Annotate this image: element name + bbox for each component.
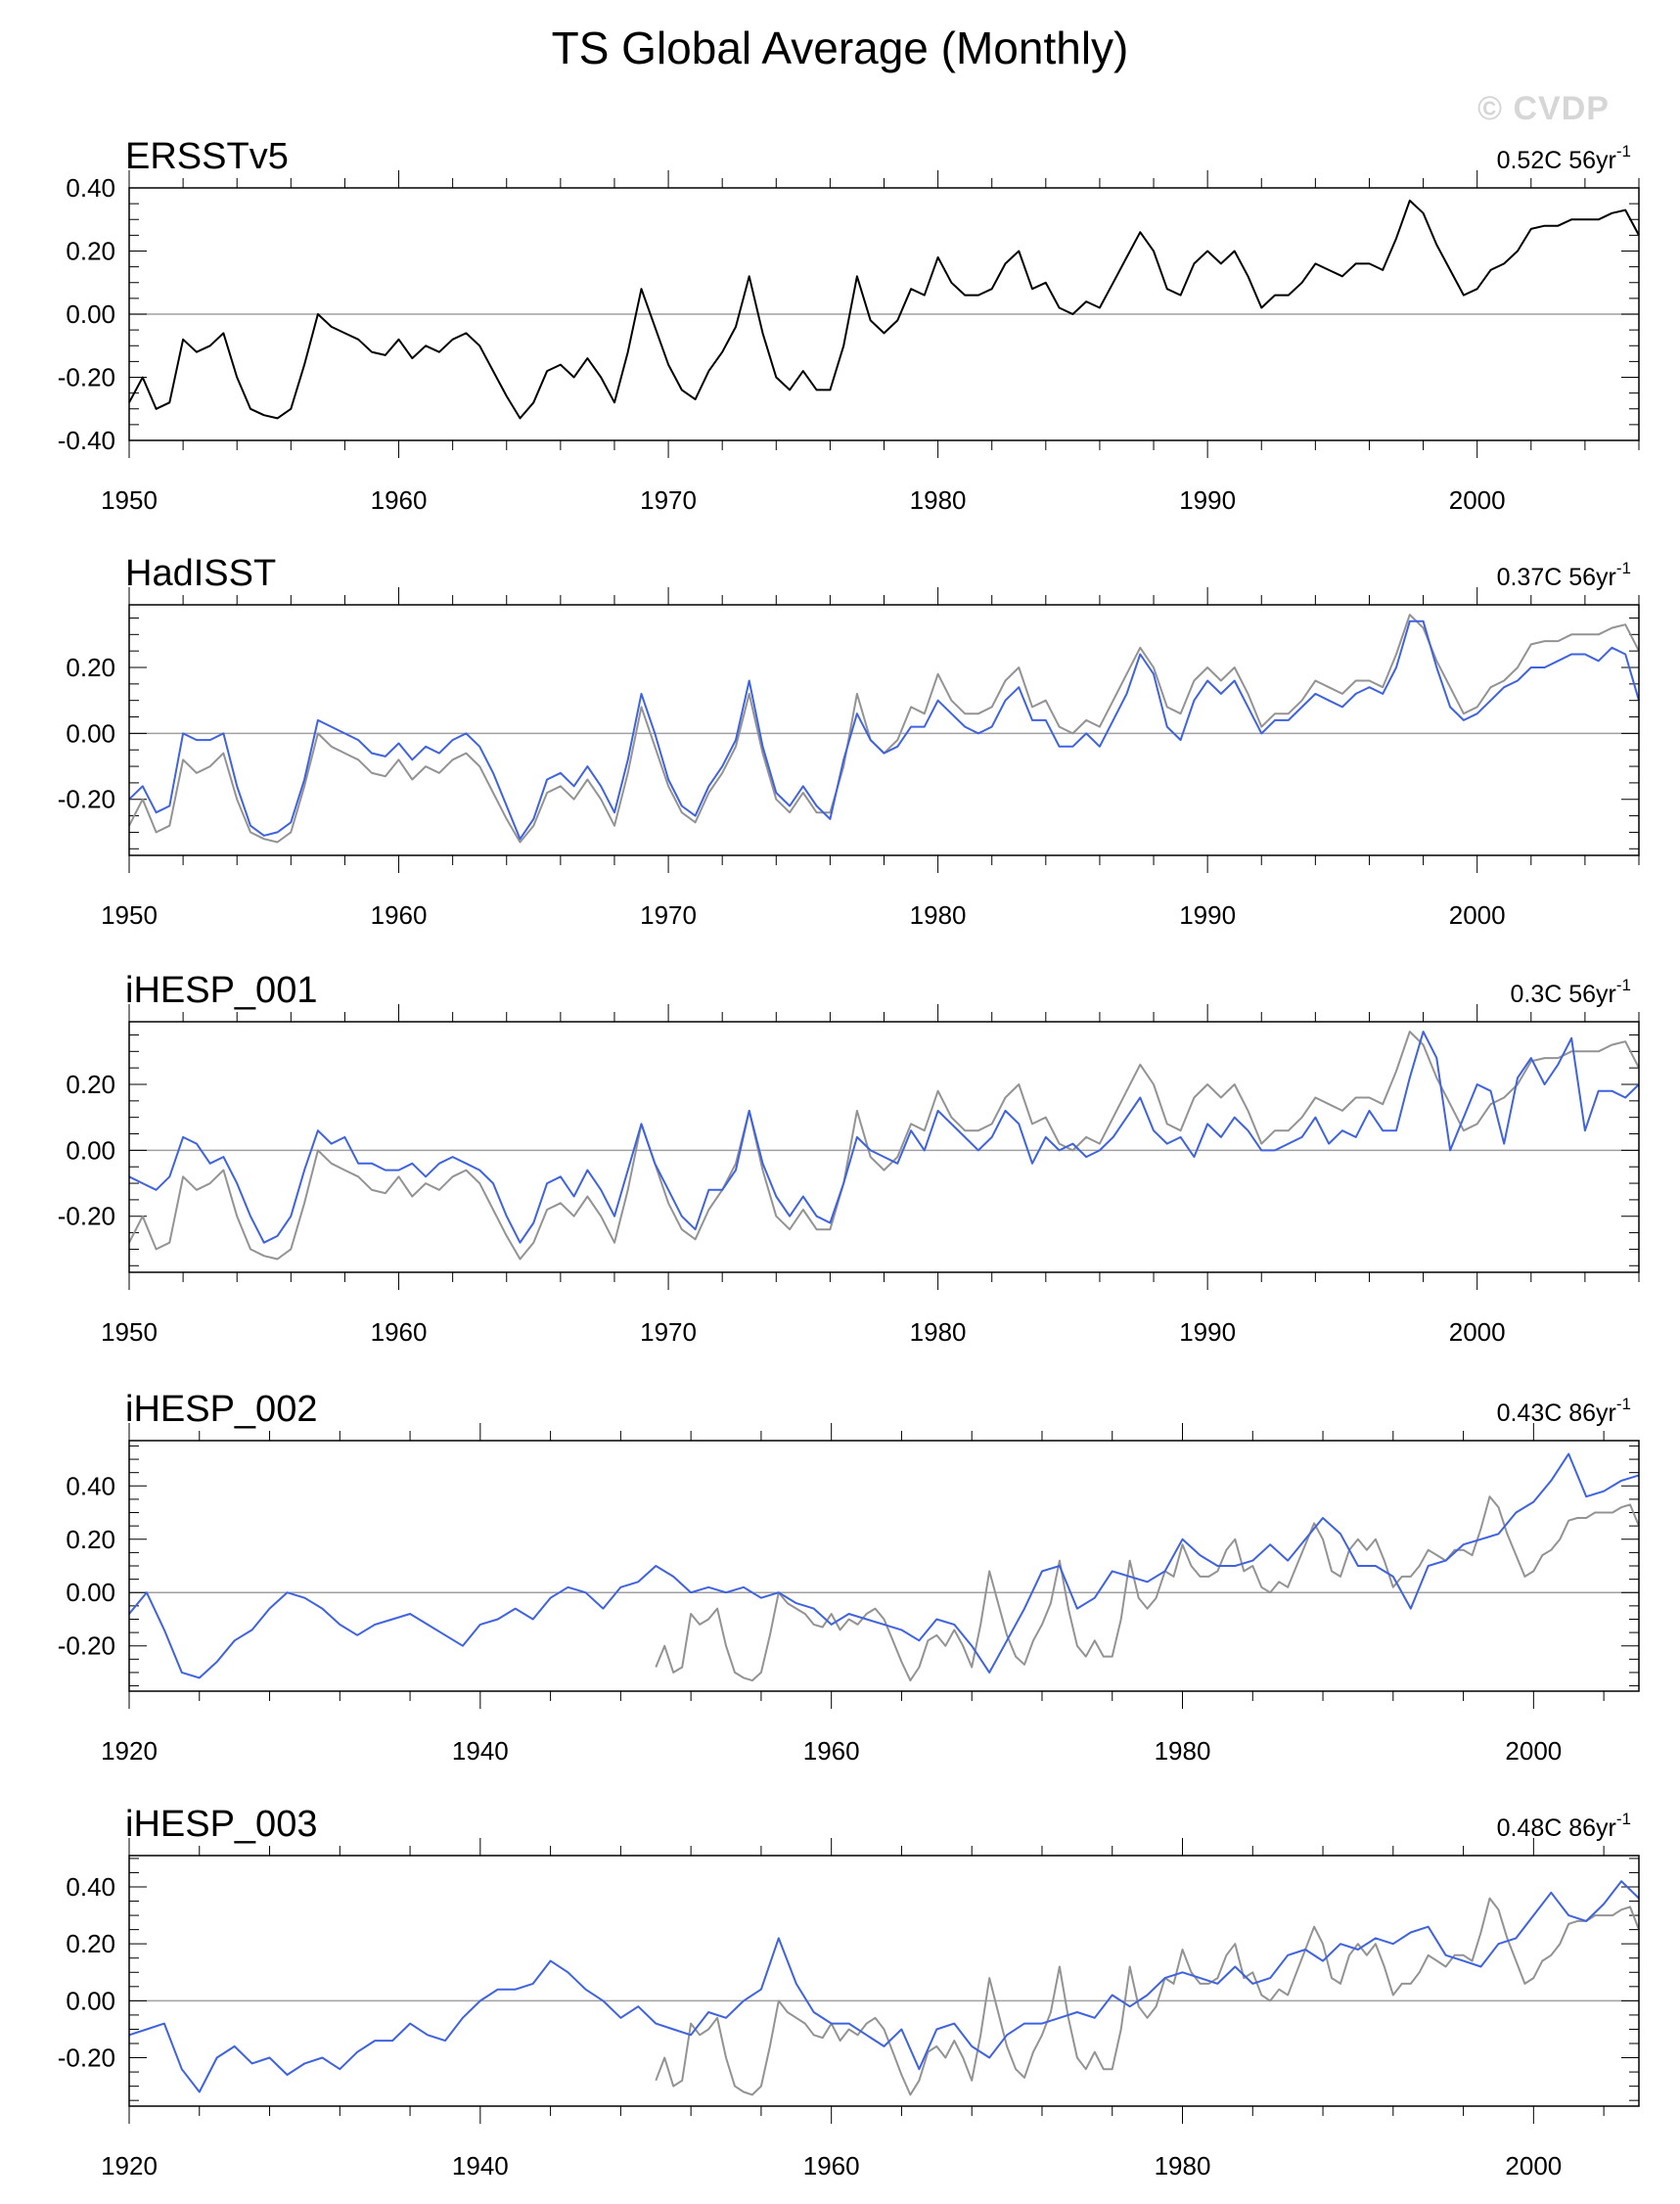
panel-title: iHESP_001 bbox=[125, 970, 317, 1011]
x-tick-label: 1950 bbox=[101, 1317, 158, 1347]
x-tick-label: 2000 bbox=[1449, 485, 1506, 515]
y-tick-label: 0.40 bbox=[66, 1471, 115, 1500]
plot-frame bbox=[128, 187, 1640, 441]
trend-stat-label: 0.37C 56yr-1 bbox=[1497, 559, 1631, 591]
y-tick-label: 0.00 bbox=[66, 299, 115, 329]
x-tick-label: 1940 bbox=[452, 2151, 509, 2181]
y-tick-label: 0.20 bbox=[66, 1929, 115, 1958]
plot-frame bbox=[128, 1440, 1640, 1692]
x-tick-label: 1940 bbox=[452, 1736, 509, 1766]
x-tick-label: 1980 bbox=[1155, 1736, 1211, 1766]
x-tick-label: 1980 bbox=[910, 485, 967, 515]
x-tick-label: 1920 bbox=[101, 2151, 158, 2181]
trend-stat-superscript: -1 bbox=[1616, 559, 1631, 577]
x-tick-label: 2000 bbox=[1505, 2151, 1562, 2181]
x-tick-label: 2000 bbox=[1505, 1736, 1562, 1766]
panel-title: HadISST bbox=[125, 553, 276, 594]
y-tick-label: -0.20 bbox=[58, 1631, 115, 1661]
model-series-line bbox=[128, 1452, 1640, 1679]
x-tick-label: 2000 bbox=[1449, 900, 1506, 930]
trend-stat-label: 0.43C 86yr-1 bbox=[1497, 1395, 1631, 1427]
obs-series-line bbox=[128, 199, 1640, 420]
y-tick-label: -0.20 bbox=[58, 2043, 115, 2073]
model-series-line bbox=[128, 1880, 1640, 2093]
x-tick-label: 1960 bbox=[803, 2151, 860, 2181]
y-tick-label: 0.40 bbox=[66, 173, 115, 203]
x-tick-label: 1920 bbox=[101, 1736, 158, 1766]
x-tick-label: 1980 bbox=[1155, 2151, 1211, 2181]
x-tick-label: 1990 bbox=[1179, 485, 1236, 515]
x-tick-label: 1970 bbox=[640, 1317, 697, 1347]
panel-title: iHESP_003 bbox=[125, 1804, 317, 1845]
y-tick-label: 0.00 bbox=[66, 1578, 115, 1607]
obs-series-line bbox=[655, 1897, 1640, 2096]
panel-title: iHESP_002 bbox=[125, 1389, 317, 1430]
x-tick-label: 1960 bbox=[371, 1317, 428, 1347]
cvdp-watermark: © CVDP bbox=[1477, 90, 1610, 127]
obs-series-line bbox=[128, 614, 1640, 844]
obs-series-line bbox=[655, 1495, 1640, 1682]
y-tick-label: -0.20 bbox=[58, 1202, 115, 1231]
x-tick-label: 1950 bbox=[101, 485, 158, 515]
obs-series-line bbox=[128, 1031, 1640, 1261]
x-tick-label: 1970 bbox=[640, 485, 697, 515]
trend-stat-superscript: -1 bbox=[1616, 142, 1631, 161]
model-series-line bbox=[128, 620, 1640, 841]
y-tick-label: 0.20 bbox=[66, 653, 115, 682]
chart-panel-ihesp_003: iHESP_003 0.48C 86yr-1 -0.20 0.00 0.20 0.40 19… bbox=[58, 1804, 1640, 2181]
y-tick-label: 0.00 bbox=[66, 1135, 115, 1165]
trend-stat-value: 0.37C 56yr bbox=[1497, 564, 1616, 591]
trend-stat-label: 0.48C 86yr-1 bbox=[1497, 1810, 1631, 1842]
plot-frame bbox=[128, 604, 1640, 856]
chart-panel-ersstv5: ERSSTv5 0.52C 56yr-1 -0.40 -0.20 0.00 0.20 0.4… bbox=[58, 136, 1640, 515]
x-tick-label: 1980 bbox=[910, 900, 967, 930]
model-series-line bbox=[128, 1031, 1640, 1244]
trend-stat-superscript: -1 bbox=[1616, 976, 1631, 994]
y-tick-label: 0.20 bbox=[66, 237, 115, 266]
x-tick-label: 1990 bbox=[1179, 900, 1236, 930]
y-tick-label: 0.00 bbox=[66, 1986, 115, 2015]
y-tick-label: 0.20 bbox=[66, 1525, 115, 1554]
x-tick-label: 1980 bbox=[910, 1317, 967, 1347]
x-tick-label: 1960 bbox=[371, 485, 428, 515]
trend-stat-value: 0.52C 56yr bbox=[1497, 147, 1616, 174]
plot-frame bbox=[128, 1021, 1640, 1273]
y-tick-label: -0.20 bbox=[58, 785, 115, 814]
trend-stat-value: 0.43C 86yr bbox=[1497, 1400, 1616, 1427]
chart-panel-ihesp_002: iHESP_002 0.43C 86yr-1 -0.20 0.00 0.20 0.40 19… bbox=[58, 1389, 1640, 1766]
y-tick-label: 0.20 bbox=[66, 1070, 115, 1099]
chart-panel-ihesp_001: iHESP_001 0.3C 56yr-1 -0.20 0.00 0.20 1950 196… bbox=[58, 970, 1640, 1347]
trend-stat-label: 0.52C 56yr-1 bbox=[1497, 142, 1631, 174]
trend-stat-value: 0.3C 56yr bbox=[1510, 981, 1615, 1008]
trend-stat-superscript: -1 bbox=[1616, 1810, 1631, 1828]
figure-title: TS Global Average (Monthly) bbox=[551, 23, 1129, 73]
x-tick-label: 2000 bbox=[1449, 1317, 1506, 1347]
x-tick-label: 1990 bbox=[1179, 1317, 1236, 1347]
trend-stat-superscript: -1 bbox=[1616, 1395, 1631, 1413]
plot-frame bbox=[128, 1855, 1640, 2107]
y-tick-label: 0.40 bbox=[66, 1872, 115, 1902]
y-tick-label: -0.40 bbox=[58, 426, 115, 455]
x-tick-label: 1950 bbox=[101, 900, 158, 930]
trend-stat-label: 0.3C 56yr-1 bbox=[1510, 976, 1631, 1008]
y-tick-label: 0.00 bbox=[66, 718, 115, 748]
x-tick-label: 1960 bbox=[803, 1736, 860, 1766]
panel-title: ERSSTv5 bbox=[125, 136, 289, 177]
x-tick-label: 1970 bbox=[640, 900, 697, 930]
x-tick-label: 1960 bbox=[371, 900, 428, 930]
y-tick-label: -0.20 bbox=[58, 363, 115, 392]
trend-stat-value: 0.48C 86yr bbox=[1497, 1814, 1616, 1842]
chart-panel-hadisst: HadISST 0.37C 56yr-1 -0.20 0.00 0.20 1950 1960… bbox=[58, 553, 1640, 930]
